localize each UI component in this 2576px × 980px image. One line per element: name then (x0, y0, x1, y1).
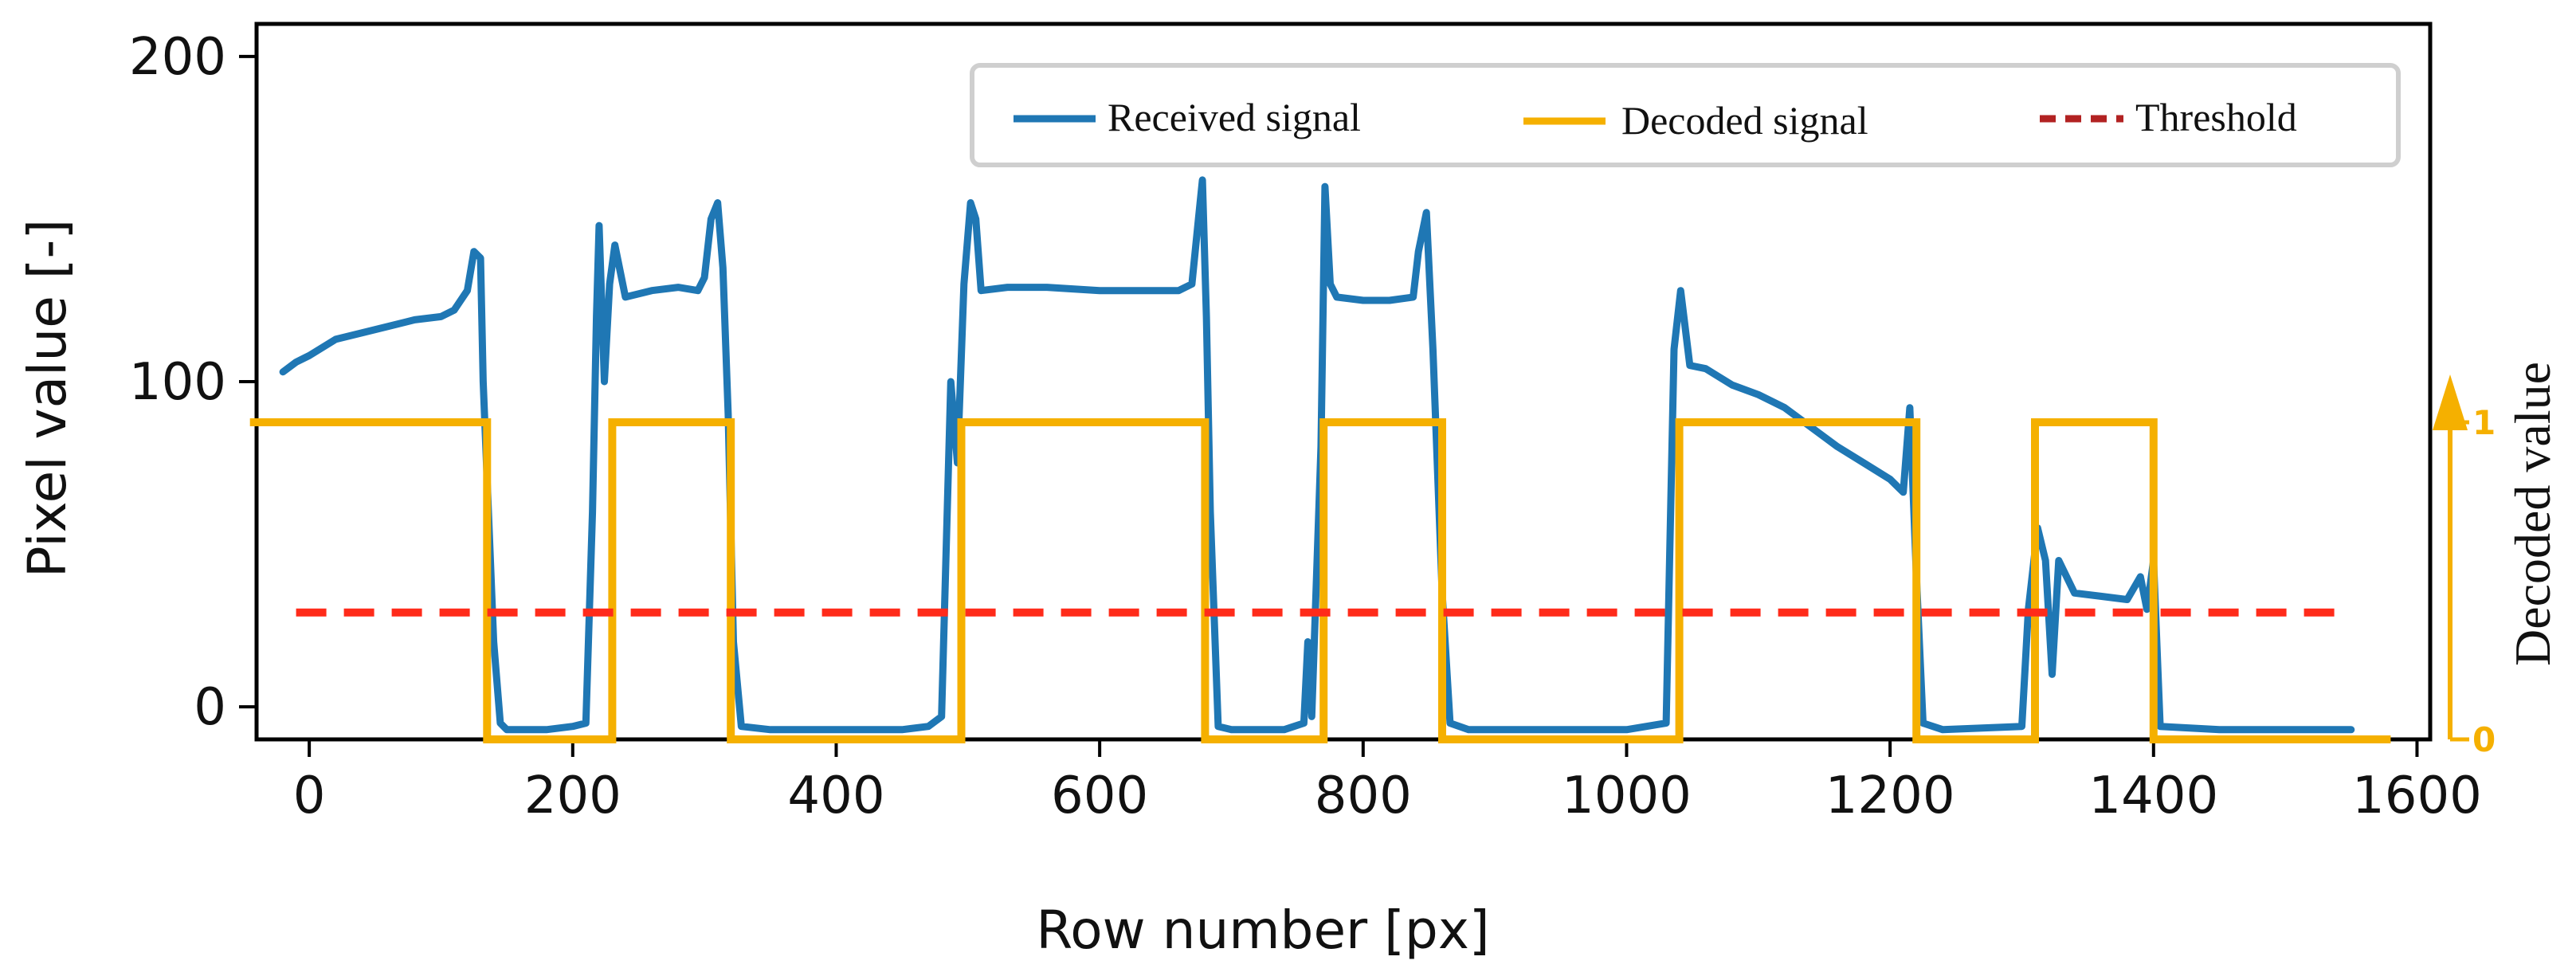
x-tick-label: 600 (1051, 766, 1148, 825)
y2-axis-label: Decoded value (2504, 362, 2561, 666)
x-tick-label: 1400 (2088, 766, 2218, 825)
y-tick-label: 0 (194, 678, 226, 737)
y-tick-label: 100 (129, 353, 226, 412)
x-tick-label: 200 (524, 766, 621, 825)
y-axis-label: Pixel value [-] (17, 219, 78, 578)
x-axis-label: Row number [px] (1036, 900, 1489, 961)
y2-tick-label: 0 (2472, 720, 2496, 759)
x-tick-label: 1000 (1562, 766, 1692, 825)
y2-tick-label: 1 (2472, 403, 2496, 442)
y-tick-label: 200 (129, 28, 226, 87)
plot-lines (249, 176, 2391, 743)
legend: Received signal Decoded signal Threshold (970, 63, 2401, 167)
y-ticks: 0 100 200 (129, 28, 257, 737)
legend-decoded-label: Decoded signal (1621, 98, 1868, 143)
x-tick-label: 800 (1315, 766, 1412, 825)
y2-axis-arrow (2433, 374, 2468, 430)
x-tick-label: 0 (293, 766, 326, 825)
secondary-y-axis: 01 (2433, 374, 2496, 759)
legend-threshold-label: Threshold (2135, 95, 2297, 139)
x-tick-label: 400 (787, 766, 884, 825)
legend-box (970, 63, 2401, 167)
x-tick-label: 1600 (2352, 766, 2482, 825)
received-signal-line (279, 176, 2355, 734)
decoded-signal-line (249, 418, 2391, 743)
legend-received-label: Received signal (1108, 95, 1361, 139)
x-tick-label: 1200 (1825, 766, 1955, 825)
x-ticks: 0 200 400 600 800 1000 1200 1400 1600 (293, 739, 2482, 825)
